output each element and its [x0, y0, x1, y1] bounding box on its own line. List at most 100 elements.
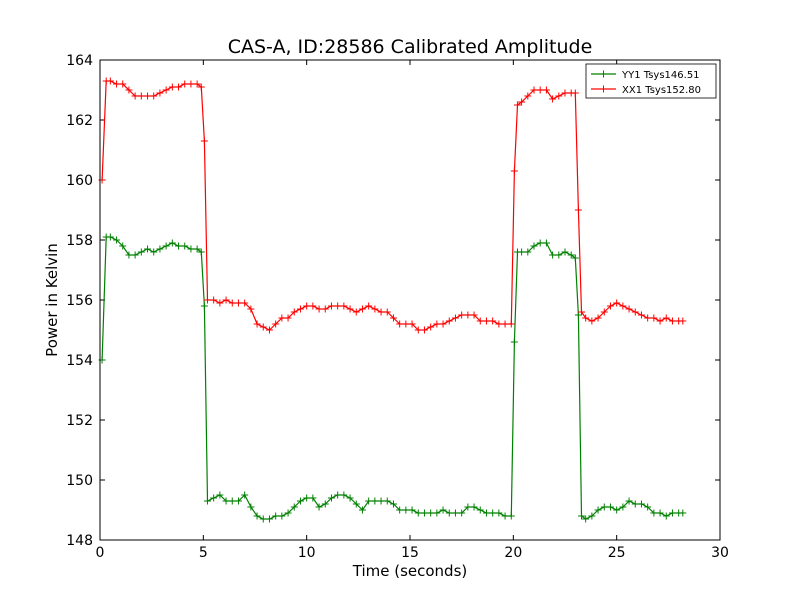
data-point [321, 500, 329, 508]
data-point [119, 242, 127, 250]
data-point [321, 305, 329, 313]
data-point [259, 323, 267, 331]
data-point [119, 80, 127, 88]
data-point [420, 326, 428, 334]
y-tick-label: 152 [66, 413, 93, 429]
data-point [482, 509, 490, 517]
data-point [358, 305, 366, 313]
data-point [303, 302, 311, 310]
legend-label: YY1 Tsys146.51 [621, 70, 700, 81]
data-point [408, 506, 416, 514]
x-tick-label: 15 [401, 545, 419, 561]
legend-label: XX1 Tsys152.80 [622, 85, 701, 96]
data-point [644, 503, 652, 511]
data-point [346, 305, 354, 313]
data-point [451, 509, 459, 517]
y-tick-label: 158 [66, 233, 93, 249]
data-point [396, 320, 404, 328]
data-point [495, 320, 503, 328]
data-point [536, 239, 544, 247]
data-point [352, 500, 360, 508]
data-point [389, 314, 397, 322]
data-point [358, 506, 366, 514]
data-point [582, 515, 590, 523]
data-point [210, 494, 218, 502]
data-point [377, 497, 385, 505]
data-point [578, 308, 586, 316]
data-point [365, 497, 373, 505]
data-point [193, 80, 201, 88]
y-tick-label: 154 [66, 353, 93, 369]
data-point [144, 245, 152, 253]
data-point [536, 86, 544, 94]
data-point [451, 314, 459, 322]
data-point [150, 248, 158, 256]
data-point [656, 317, 664, 325]
data-point [625, 497, 633, 505]
data-point [542, 86, 550, 94]
data-point [606, 503, 614, 511]
data-point [518, 98, 526, 106]
data-point [542, 239, 550, 247]
data-point [389, 500, 397, 508]
data-point [265, 326, 273, 334]
data-point [197, 83, 205, 91]
data-point [555, 251, 563, 259]
data-point [600, 308, 608, 316]
data-point [402, 320, 410, 328]
data-point [234, 299, 242, 307]
data-point [175, 242, 183, 250]
data-point [150, 92, 158, 100]
data-point [594, 506, 602, 514]
data-point [637, 311, 645, 319]
data-point [113, 236, 121, 244]
data-point [162, 242, 170, 250]
data-point [175, 83, 183, 91]
data-point [309, 302, 317, 310]
data-point [278, 512, 286, 520]
data-point [668, 509, 676, 517]
data-point [371, 497, 379, 505]
series-0 [98, 233, 687, 523]
data-point [561, 89, 569, 97]
data-point [296, 305, 304, 313]
data-point [464, 311, 472, 319]
series-layer [98, 77, 687, 523]
plot-frame [99, 59, 721, 541]
data-point [571, 254, 579, 262]
data-point [631, 500, 639, 508]
data-point [588, 512, 596, 520]
data-point [290, 503, 298, 511]
data-point [582, 314, 590, 322]
y-tick-label: 156 [66, 293, 93, 309]
data-point [210, 296, 218, 304]
data-point [445, 317, 453, 325]
data-point [619, 503, 627, 511]
data-point [193, 245, 201, 253]
data-point [162, 86, 170, 94]
data-point [315, 305, 323, 313]
data-point [106, 77, 114, 85]
data-point [296, 497, 304, 505]
data-point [427, 509, 435, 517]
data-point [284, 314, 292, 322]
data-point [383, 497, 391, 505]
data-point [272, 320, 280, 328]
data-point [637, 500, 645, 508]
data-point [679, 317, 687, 325]
data-point [113, 80, 121, 88]
data-point [464, 503, 472, 511]
x-tick-label: 30 [711, 545, 729, 561]
data-point [125, 86, 133, 94]
data-point [414, 326, 422, 334]
data-point [495, 509, 503, 517]
data-point [284, 509, 292, 517]
data-point [200, 302, 208, 310]
y-tick-label: 150 [66, 473, 93, 489]
data-point [106, 233, 114, 241]
data-point [253, 512, 261, 520]
data-point [510, 338, 518, 346]
data-point [530, 242, 538, 250]
data-point [137, 92, 145, 100]
